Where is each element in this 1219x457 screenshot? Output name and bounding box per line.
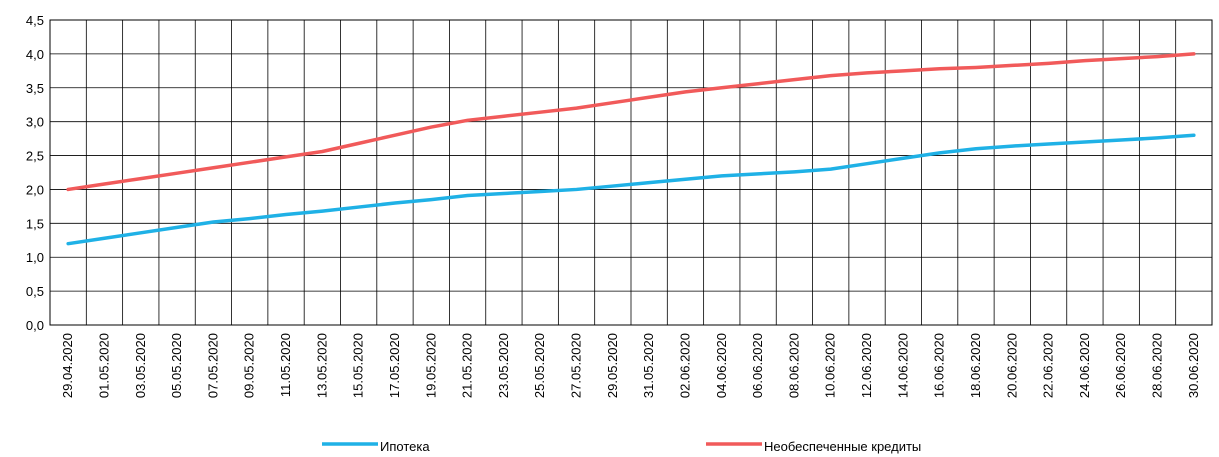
x-tick-label: 16.06.2020 bbox=[932, 333, 947, 398]
y-tick-label: 4,5 bbox=[26, 13, 44, 28]
x-tick-label: 08.06.2020 bbox=[786, 333, 801, 398]
x-tick-label: 26.06.2020 bbox=[1113, 333, 1128, 398]
y-tick-label: 0,0 bbox=[26, 318, 44, 333]
x-tick-label: 17.05.2020 bbox=[387, 333, 402, 398]
legend-label: Ипотека bbox=[380, 439, 430, 454]
x-tick-label: 07.05.2020 bbox=[205, 333, 220, 398]
x-tick-label: 29.05.2020 bbox=[605, 333, 620, 398]
series-line-2 bbox=[66, 52, 1196, 192]
y-tick-label: 0,5 bbox=[26, 284, 44, 299]
x-tick-label: 03.05.2020 bbox=[133, 333, 148, 398]
y-tick-label: 2,5 bbox=[26, 149, 44, 164]
y-tick-label: 3,0 bbox=[26, 115, 44, 130]
series-line-1 bbox=[66, 133, 1196, 246]
x-axis-ticks: 29.04.2020 01.05.2020 03.05.2020 05.05.2020… bbox=[60, 333, 1201, 398]
chart-legend: Ипотека Необеспеченные кредиты bbox=[322, 439, 921, 454]
chart-grid bbox=[49, 19, 1213, 326]
x-tick-label: 05.05.2020 bbox=[169, 333, 184, 398]
x-tick-label: 29.04.2020 bbox=[60, 333, 75, 398]
x-tick-label: 23.05.2020 bbox=[496, 333, 511, 398]
x-tick-label: 02.06.2020 bbox=[677, 333, 692, 398]
x-tick-label: 13.05.2020 bbox=[314, 333, 329, 398]
y-tick-label: 4,0 bbox=[26, 47, 44, 62]
x-tick-label: 28.06.2020 bbox=[1150, 333, 1165, 398]
x-tick-label: 27.05.2020 bbox=[569, 333, 584, 398]
legend-label: Необеспеченные кредиты bbox=[764, 439, 921, 454]
x-tick-label: 25.05.2020 bbox=[532, 333, 547, 398]
x-tick-label: 01.05.2020 bbox=[96, 333, 111, 398]
x-tick-label: 06.06.2020 bbox=[750, 333, 765, 398]
y-axis-ticks: 0,0 0,5 1,0 1,5 2,0 2,5 3,0 3,5 4,0 4,5 bbox=[26, 13, 44, 333]
x-tick-label: 09.05.2020 bbox=[242, 333, 257, 398]
y-tick-label: 3,5 bbox=[26, 81, 44, 96]
y-tick-label: 1,5 bbox=[26, 216, 44, 231]
x-tick-label: 12.06.2020 bbox=[859, 333, 874, 398]
series-lines bbox=[66, 52, 1196, 246]
x-tick-label: 30.06.2020 bbox=[1186, 333, 1201, 398]
x-tick-label: 14.06.2020 bbox=[895, 333, 910, 398]
x-tick-label: 18.06.2020 bbox=[968, 333, 983, 398]
x-tick-label: 04.06.2020 bbox=[714, 333, 729, 398]
x-tick-label: 24.06.2020 bbox=[1077, 333, 1092, 398]
x-tick-label: 19.05.2020 bbox=[423, 333, 438, 398]
x-tick-label: 20.06.2020 bbox=[1004, 333, 1019, 398]
x-tick-label: 15.05.2020 bbox=[351, 333, 366, 398]
y-tick-label: 1,0 bbox=[26, 250, 44, 265]
x-tick-label: 10.06.2020 bbox=[823, 333, 838, 398]
x-tick-label: 11.05.2020 bbox=[278, 333, 293, 397]
y-tick-label: 2,0 bbox=[26, 182, 44, 197]
x-tick-label: 31.05.2020 bbox=[641, 333, 656, 398]
x-tick-label: 22.06.2020 bbox=[1041, 333, 1056, 398]
x-tick-label: 21.05.2020 bbox=[460, 333, 475, 398]
